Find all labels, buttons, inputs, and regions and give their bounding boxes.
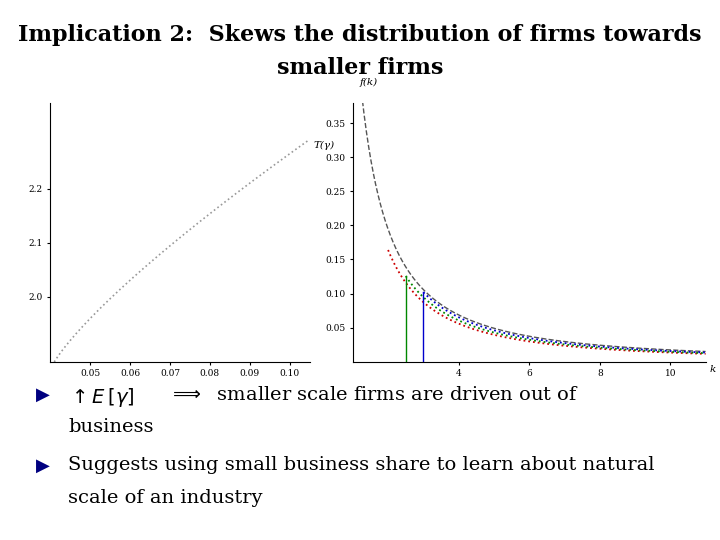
Text: ▶: ▶ xyxy=(36,386,50,404)
Text: ▶: ▶ xyxy=(36,456,50,474)
Text: $\Longrightarrow$  smaller scale firms are driven out of: $\Longrightarrow$ smaller scale firms ar… xyxy=(169,386,580,404)
Text: Implication 2:  Skews the distribution of firms towards: Implication 2: Skews the distribution of… xyxy=(18,24,702,46)
Text: T(γ): T(γ) xyxy=(314,141,335,150)
Text: Suggests using small business share to learn about natural: Suggests using small business share to l… xyxy=(68,456,655,474)
Text: business: business xyxy=(68,418,154,436)
Text: k: k xyxy=(709,365,716,374)
Text: smaller firms: smaller firms xyxy=(276,57,444,79)
Text: $\uparrow E\,[\gamma]$: $\uparrow E\,[\gamma]$ xyxy=(68,386,135,409)
Text: f(k): f(k) xyxy=(360,78,378,87)
Text: scale of an industry: scale of an industry xyxy=(68,489,263,507)
